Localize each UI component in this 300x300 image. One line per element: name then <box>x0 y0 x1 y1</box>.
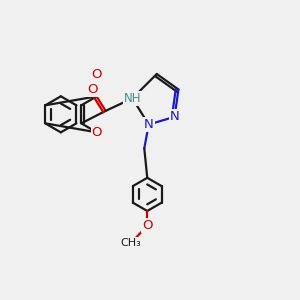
Text: O: O <box>87 83 98 96</box>
Text: CH₃: CH₃ <box>121 238 141 248</box>
Text: NH: NH <box>124 92 141 105</box>
Text: N: N <box>144 118 154 131</box>
Text: O: O <box>92 126 102 139</box>
Text: O: O <box>142 219 152 232</box>
Text: O: O <box>92 68 102 81</box>
Text: N: N <box>170 110 179 123</box>
